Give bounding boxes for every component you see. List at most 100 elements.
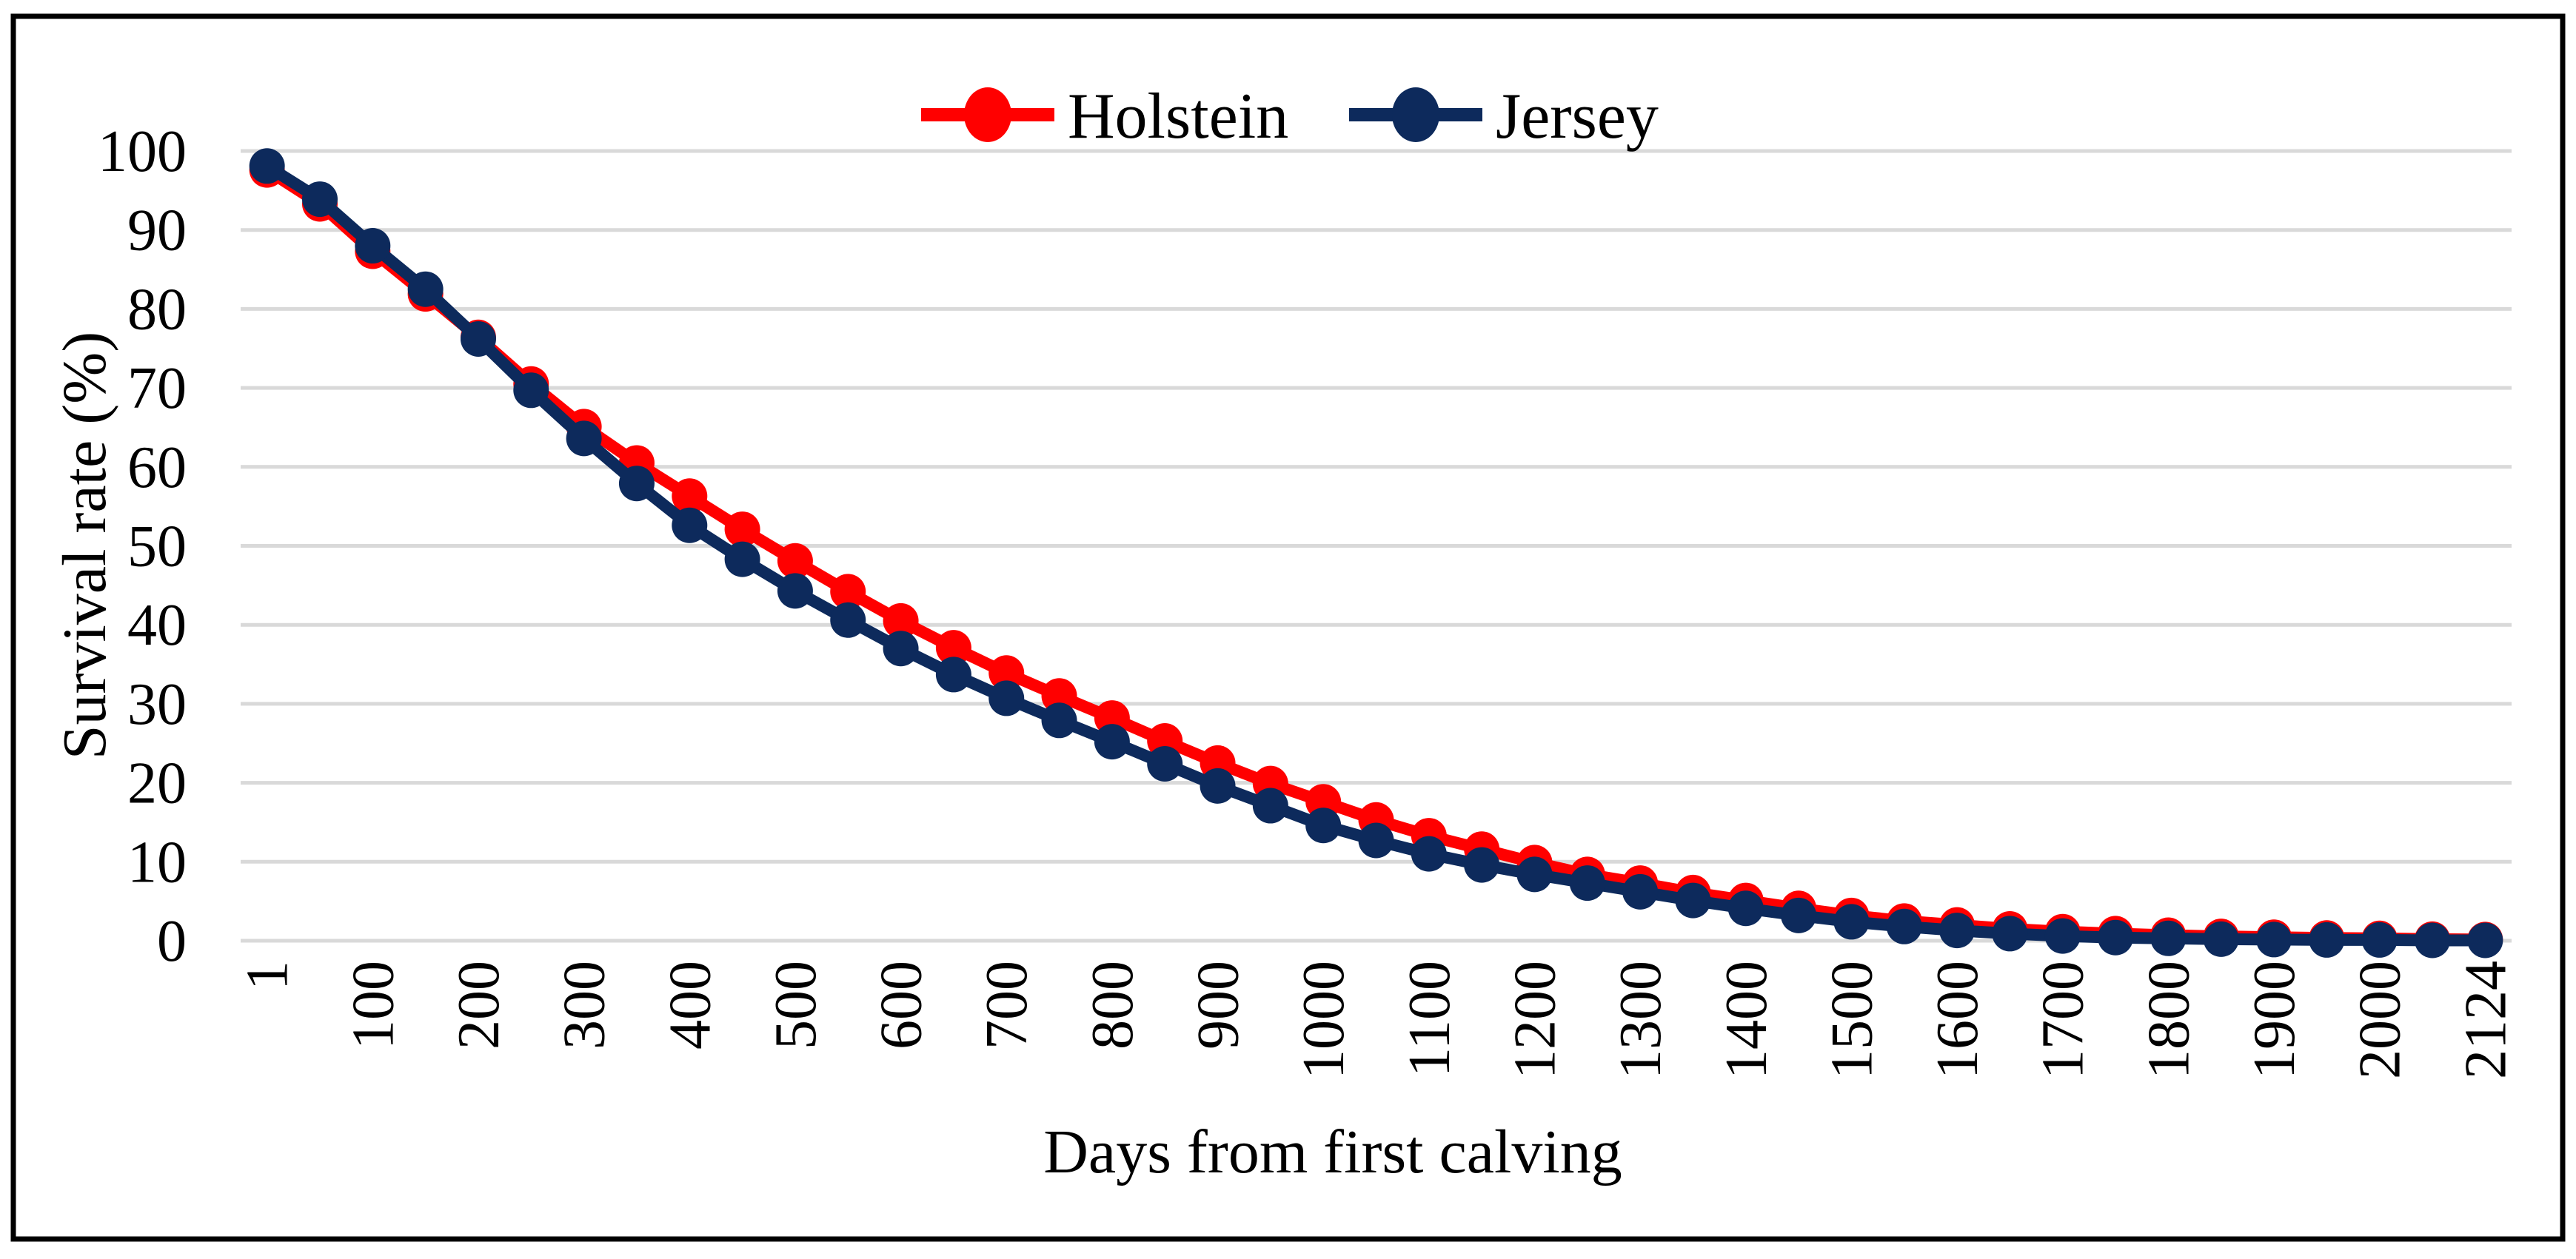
x-tick-label: 1100: [1397, 961, 1462, 1077]
x-tick-label: 1500: [1819, 961, 1884, 1079]
data-point-marker: [724, 511, 760, 548]
chart-border: [10, 13, 2566, 1242]
data-point-marker: [672, 507, 708, 543]
data-point-marker: [2203, 921, 2239, 957]
data-point-marker: [2361, 921, 2398, 958]
y-tick-label: 0: [157, 909, 187, 974]
data-point-marker: [1516, 856, 1553, 893]
data-point-marker: [1094, 724, 1130, 760]
data-point-marker: [1411, 836, 1447, 872]
data-point-marker: [1569, 865, 1605, 902]
y-tick-label: 10: [127, 830, 187, 895]
data-point-marker: [407, 271, 444, 307]
x-tick-label: 1600: [1925, 961, 1990, 1079]
data-point-marker: [724, 541, 760, 577]
x-tick-label: 1: [235, 961, 301, 990]
data-point-marker: [988, 655, 1025, 691]
x-tick-label: 200: [446, 961, 512, 1050]
data-point-marker: [249, 148, 285, 184]
y-tick-label: 90: [127, 198, 187, 263]
x-tick-label: 1700: [2031, 961, 2096, 1079]
data-point-marker: [830, 602, 866, 638]
data-point-marker: [1041, 678, 1077, 714]
data-point-marker: [935, 630, 971, 666]
data-point-marker: [1833, 904, 1870, 940]
data-point-marker: [301, 181, 338, 218]
legend-item-jersey: Jersey: [1349, 81, 1659, 152]
data-point-marker: [1358, 822, 1394, 859]
y-axis-title: Survival rate (%): [50, 332, 119, 759]
series-jersey: [249, 148, 2503, 958]
data-point-marker: [883, 602, 919, 639]
x-tick-label: 1300: [1608, 961, 1673, 1079]
data-point-marker: [618, 466, 655, 502]
data-point-marker: [1464, 847, 1500, 883]
y-axis-tick-labels: 0 10 20 30 40 50 60 70 80 90 100: [98, 119, 187, 974]
x-tick-label: 1200: [1502, 961, 1568, 1079]
y-tick-label: 80: [127, 277, 187, 342]
x-tick-label: 800: [1080, 961, 1145, 1050]
x-tick-label: 300: [552, 961, 618, 1050]
x-tick-label: 1400: [1714, 961, 1779, 1079]
x-tick-label: 600: [869, 961, 934, 1050]
data-point-marker: [1886, 908, 1922, 944]
x-tick-label: 1800: [2136, 961, 2201, 1079]
x-tick-label: 400: [658, 961, 723, 1050]
data-point-marker: [935, 657, 971, 693]
data-point-marker: [1939, 913, 1976, 949]
data-point-marker: [2467, 922, 2503, 958]
legend-label-jersey: Jersey: [1496, 81, 1659, 152]
data-point-marker: [2309, 921, 2345, 958]
jersey-marker-icon: [1392, 87, 1439, 142]
data-point-marker: [1147, 745, 1183, 782]
y-tick-label: 20: [127, 751, 187, 816]
y-tick-label: 40: [127, 593, 187, 658]
data-point-marker: [777, 573, 813, 609]
data-point-marker: [830, 574, 866, 610]
data-point-marker: [2256, 921, 2292, 958]
data-point-marker: [460, 320, 496, 357]
legend: Holstein Jersey: [921, 81, 1659, 152]
data-point-marker: [2150, 920, 2187, 956]
y-tick-label: 50: [127, 514, 187, 580]
data-point-marker: [2098, 919, 2134, 956]
data-point-marker: [883, 631, 919, 667]
data-point-marker: [1992, 916, 2028, 952]
data-point-marker: [513, 372, 549, 409]
x-tick-label: 1000: [1291, 961, 1356, 1079]
data-point-marker: [1727, 890, 1764, 927]
y-tick-label: 60: [127, 435, 187, 500]
x-tick-label: 2124: [2453, 961, 2518, 1079]
y-tick-label: 100: [98, 119, 187, 184]
x-tick-label: 1900: [2242, 961, 2307, 1079]
series-layer: [249, 148, 2503, 958]
y-tick-label: 30: [127, 672, 187, 737]
data-point-marker: [672, 478, 708, 514]
x-tick-label: 100: [341, 961, 406, 1050]
data-point-marker: [1781, 897, 1817, 933]
data-point-marker: [1622, 873, 1659, 910]
data-point-marker: [988, 680, 1025, 716]
data-point-marker: [355, 228, 391, 264]
y-tick-label: 70: [127, 356, 187, 421]
data-point-marker: [1252, 788, 1288, 824]
x-tick-label: 2000: [2348, 961, 2413, 1079]
x-axis-title: Days from first calving: [1043, 1118, 1622, 1186]
data-point-marker: [2415, 922, 2451, 958]
x-tick-label: 700: [974, 961, 1040, 1050]
x-tick-label: 500: [763, 961, 829, 1050]
x-axis-tick-labels: 1 100 200 300 400 500 600 700 800 900 1000 1100 1200…: [235, 961, 2519, 1079]
data-point-marker: [2044, 918, 2081, 954]
legend-label-holstein: Holstein: [1068, 81, 1288, 152]
data-point-marker: [1041, 702, 1077, 739]
holstein-marker-icon: [964, 87, 1011, 142]
data-point-marker: [1305, 808, 1342, 844]
data-point-marker: [1675, 882, 1711, 919]
data-point-marker: [777, 543, 813, 579]
legend-item-holstein: Holstein: [921, 81, 1288, 152]
data-point-marker: [1200, 768, 1236, 804]
x-tick-label: 900: [1186, 961, 1251, 1050]
data-point-marker: [566, 420, 602, 457]
